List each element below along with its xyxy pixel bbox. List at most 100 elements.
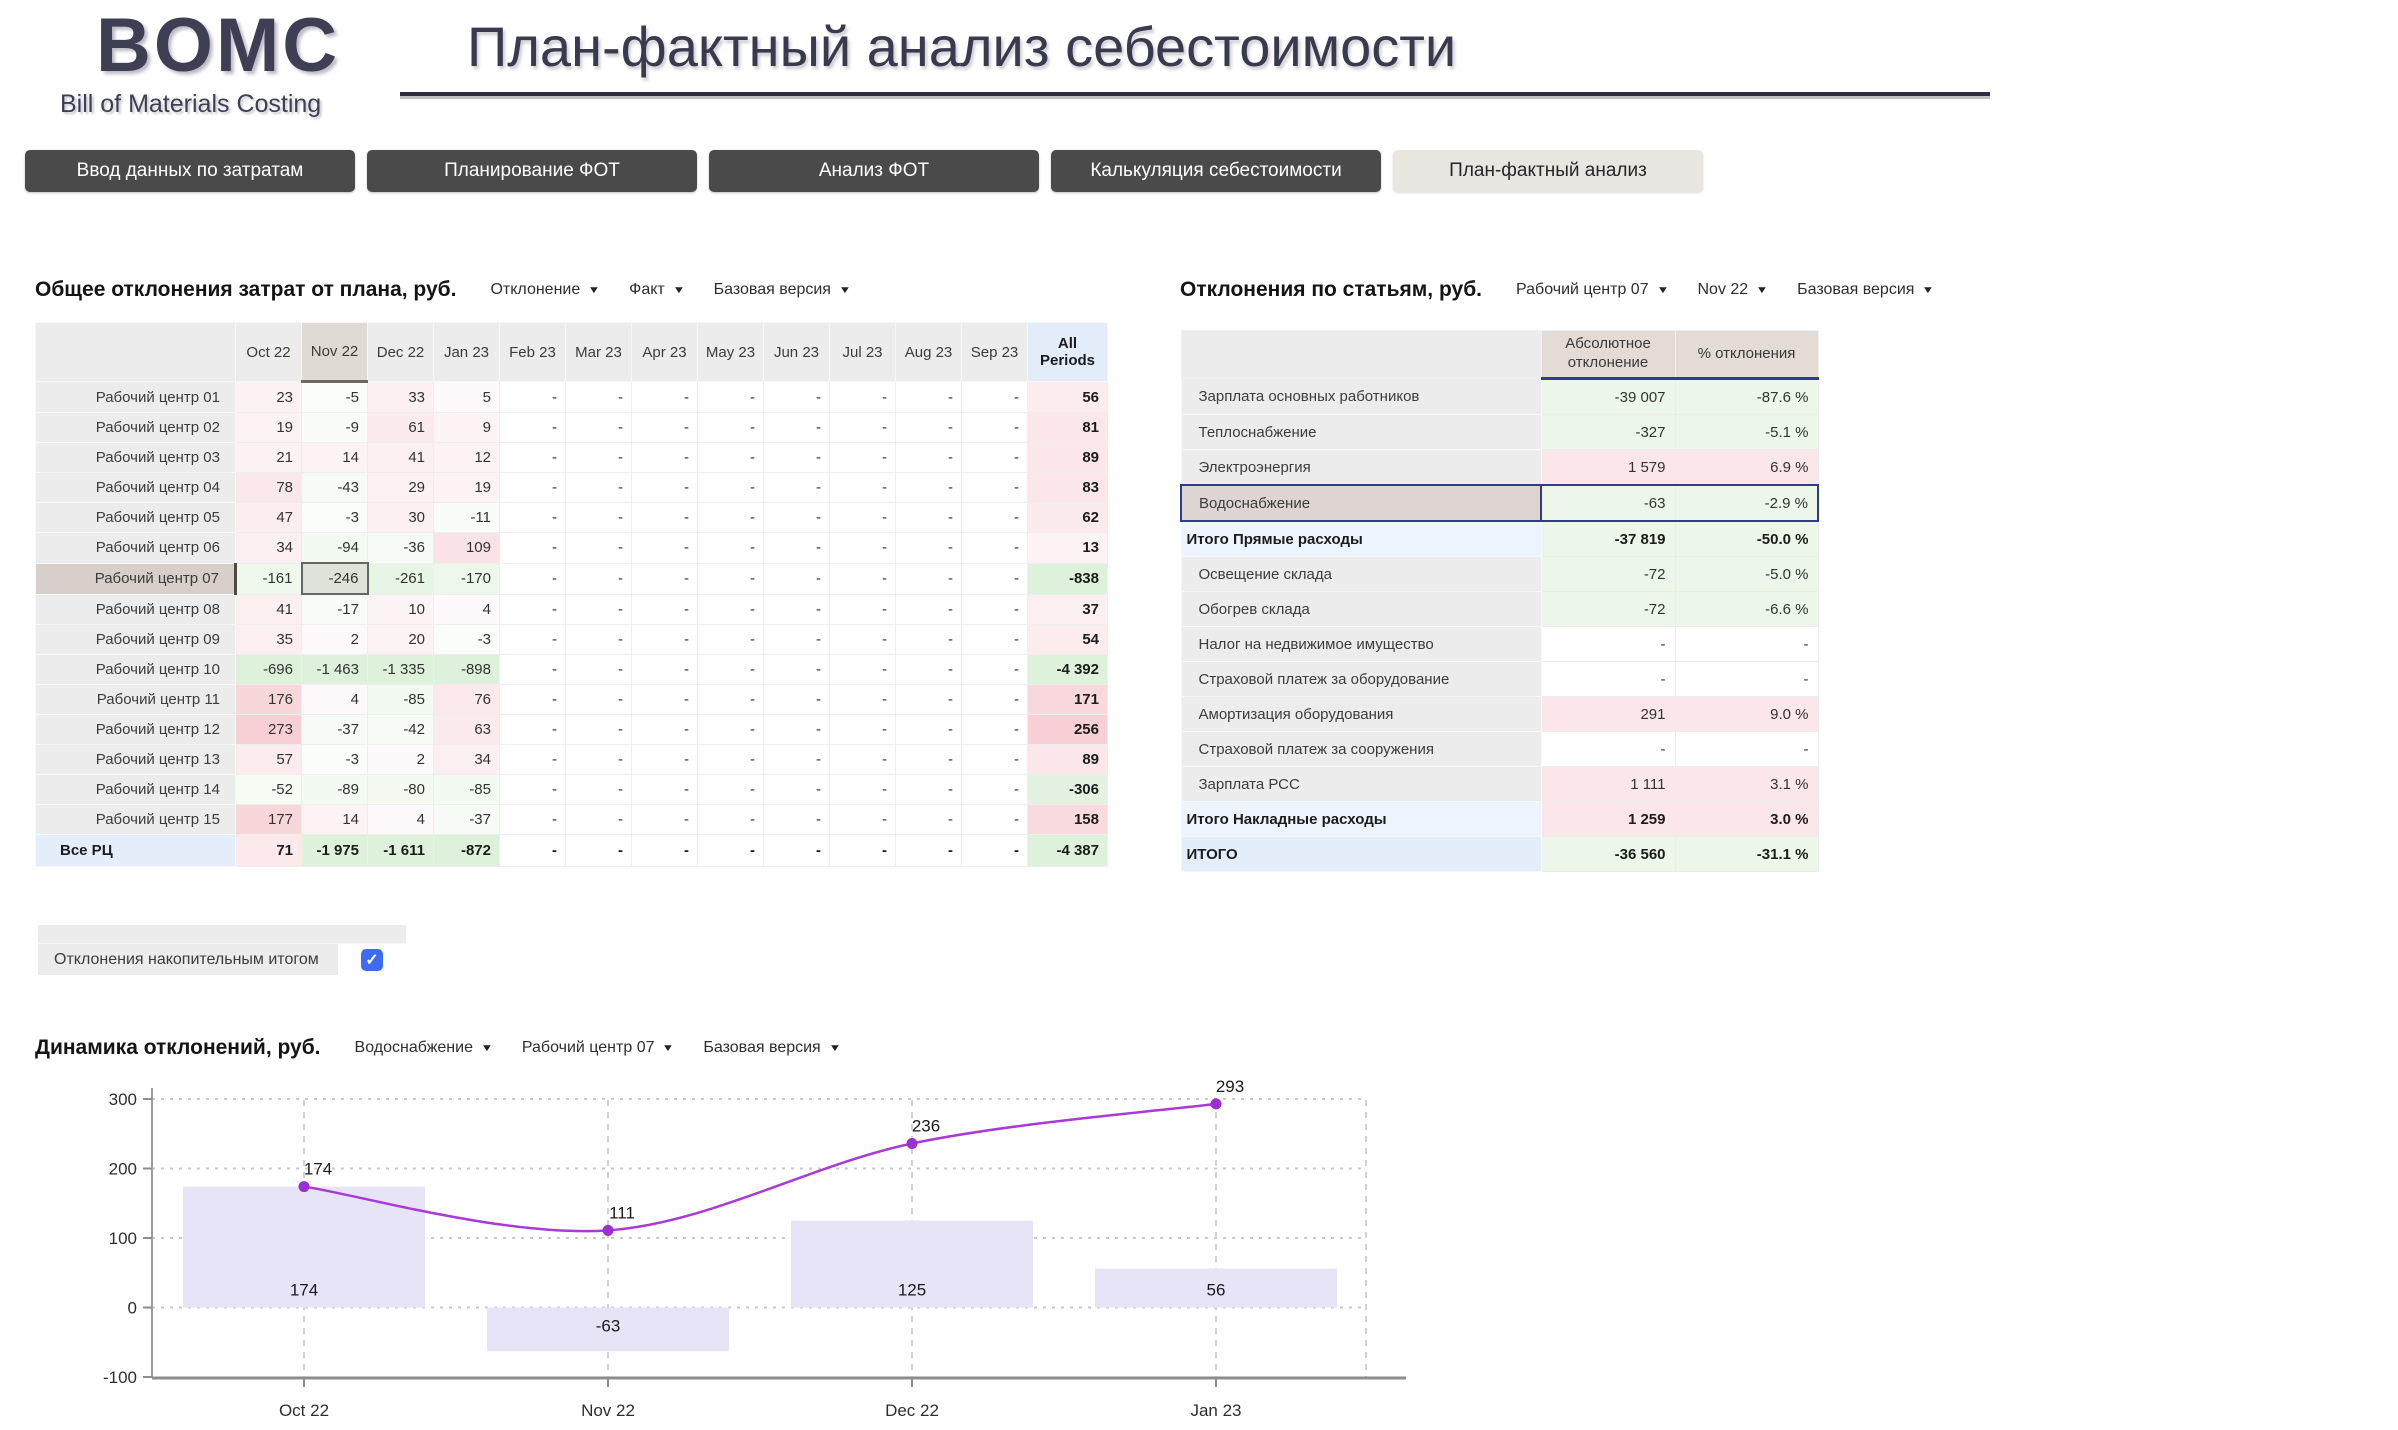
chart-bar-dec-22[interactable] <box>791 1220 1033 1308</box>
cell-aug-23[interactable]: - <box>895 562 962 595</box>
cell-aug-23[interactable]: - <box>895 744 962 775</box>
cell-absolute-deviation[interactable]: - <box>1540 626 1676 662</box>
cell-apr-23[interactable]: - <box>631 472 698 503</box>
cell-oct-22[interactable]: 177 <box>235 804 302 835</box>
cell-oct-22[interactable]: 78 <box>235 472 302 503</box>
cell-may-23[interactable]: - <box>697 381 764 413</box>
cell-jan-23[interactable]: 12 <box>433 442 500 473</box>
row-label[interactable]: Рабочий центр 10 <box>35 654 236 685</box>
cell-all-periods[interactable]: -838 <box>1027 562 1108 595</box>
cell-all-periods[interactable]: 54 <box>1027 624 1108 655</box>
cell-nov-22[interactable]: -17 <box>301 593 368 625</box>
cell-jul-23[interactable]: - <box>829 654 896 685</box>
cell-aug-23[interactable]: - <box>895 684 962 715</box>
cell-sep-23[interactable]: - <box>961 532 1028 564</box>
chart-filter-1[interactable]: Водоснабжение ▼ <box>355 1039 494 1057</box>
cell-feb-23[interactable]: - <box>499 804 566 835</box>
cell-apr-23[interactable]: - <box>631 412 698 443</box>
cell-aug-23[interactable]: - <box>895 502 962 533</box>
cell-all-periods[interactable]: -306 <box>1027 774 1108 805</box>
right-table-filter-1[interactable]: Рабочий центр 07 ▼ <box>1516 281 1669 299</box>
cell-sep-23[interactable]: - <box>961 744 1028 775</box>
cell-nov-22[interactable]: -246 <box>300 562 369 595</box>
cell-jun-23[interactable]: - <box>763 744 830 775</box>
cell-nov-22[interactable]: 14 <box>301 804 368 835</box>
row-label[interactable]: Зарплата РСС <box>1180 766 1542 802</box>
cell-all-periods[interactable]: 89 <box>1027 442 1108 473</box>
cell-all-periods[interactable]: 256 <box>1027 714 1108 745</box>
cell-percent-deviation[interactable]: 6.9 % <box>1674 449 1819 486</box>
cell-may-23[interactable]: - <box>697 472 764 503</box>
cell-feb-23[interactable]: - <box>499 714 566 745</box>
cell-sep-23[interactable]: - <box>961 654 1028 685</box>
cell-aug-23[interactable]: - <box>895 654 962 685</box>
right-table-filter-3[interactable]: Базовая версия ▼ <box>1797 281 1935 299</box>
cell-aug-23[interactable]: - <box>895 412 962 443</box>
cell-nov-22[interactable]: -3 <box>301 744 368 775</box>
cell-mar-23[interactable]: - <box>565 654 632 685</box>
row-label[interactable]: Рабочий центр 14 <box>35 774 236 805</box>
cell-mar-23[interactable]: - <box>565 412 632 443</box>
line-point-dec-22[interactable] <box>906 1137 918 1149</box>
cell-absolute-deviation[interactable]: 1 579 <box>1540 449 1676 486</box>
cell-jul-23[interactable]: - <box>829 562 896 595</box>
column-header-apr-23[interactable]: Apr 23 <box>631 322 698 382</box>
cell-feb-23[interactable]: - <box>499 532 566 564</box>
cell-feb-23[interactable]: - <box>499 744 566 775</box>
cell-nov-22[interactable]: -89 <box>301 774 368 805</box>
cell-sep-23[interactable]: - <box>961 412 1028 443</box>
cell-percent-deviation[interactable]: - <box>1674 661 1819 697</box>
cell-aug-23[interactable]: - <box>895 442 962 473</box>
row-label[interactable]: Рабочий центр 12 <box>35 714 236 745</box>
cell-feb-23[interactable]: - <box>499 502 566 533</box>
cell-jan-23[interactable]: 63 <box>433 714 500 745</box>
cell-jan-23[interactable]: 76 <box>433 684 500 715</box>
cell-jul-23[interactable]: - <box>829 532 896 564</box>
cell-jan-23[interactable]: -11 <box>433 502 500 533</box>
cell-feb-23[interactable]: - <box>499 654 566 685</box>
cumulative-checkbox[interactable]: ✓ <box>361 948 383 971</box>
cell-percent-deviation[interactable]: 3.1 % <box>1674 766 1819 802</box>
cell-jul-23[interactable]: - <box>829 804 896 835</box>
cell-may-23[interactable]: - <box>697 502 764 533</box>
row-label[interactable]: Рабочий центр 15 <box>35 804 236 835</box>
cell-feb-23[interactable]: - <box>499 774 566 805</box>
cell-mar-23[interactable]: - <box>565 593 632 625</box>
cell-nov-22[interactable]: -1 463 <box>301 654 368 685</box>
cell-jan-23[interactable]: -37 <box>433 804 500 835</box>
cell-jan-23[interactable]: 34 <box>433 744 500 775</box>
column-header-mar-23[interactable]: Mar 23 <box>565 322 632 382</box>
cell-percent-deviation[interactable]: -5.0 % <box>1674 556 1819 592</box>
cell-apr-23[interactable]: - <box>631 442 698 473</box>
cell-aug-23[interactable]: - <box>895 714 962 745</box>
cell-nov-22[interactable]: -37 <box>301 714 368 745</box>
cell-dec-22[interactable]: 2 <box>367 744 434 775</box>
row-label[interactable]: Рабочий центр 06 <box>35 532 236 564</box>
column-header-all-periods[interactable]: All Periods <box>1027 322 1108 382</box>
cell-all-periods[interactable]: 158 <box>1027 804 1108 835</box>
cell-all-periods[interactable]: 89 <box>1027 744 1108 775</box>
row-label[interactable]: Рабочий центр 07 <box>35 562 237 595</box>
column-header-dec-22[interactable]: Dec 22 <box>367 322 434 382</box>
cell-absolute-deviation[interactable]: 1 111 <box>1540 766 1676 802</box>
column-header-percent-deviation[interactable]: % отклонения <box>1674 330 1819 380</box>
cell-mar-23[interactable]: - <box>565 624 632 655</box>
cell-feb-23[interactable]: - <box>499 412 566 443</box>
cell-may-23[interactable]: - <box>697 744 764 775</box>
nav-tab-5[interactable]: План-фактный анализ <box>1393 150 1703 192</box>
cell-jul-23[interactable]: - <box>829 502 896 533</box>
cell-percent-deviation[interactable]: -87.6 % <box>1674 378 1819 415</box>
cell-mar-23[interactable]: - <box>565 774 632 805</box>
cell-jun-23[interactable]: - <box>763 472 830 503</box>
cell-jun-23[interactable]: - <box>763 804 830 835</box>
cell-nov-22[interactable]: -43 <box>301 472 368 503</box>
cell-feb-23[interactable]: - <box>499 381 566 413</box>
row-label[interactable]: Рабочий центр 05 <box>35 502 236 533</box>
cell-absolute-deviation[interactable]: -72 <box>1540 556 1676 592</box>
line-point-nov-22[interactable] <box>602 1224 614 1236</box>
cell-jun-23[interactable]: - <box>763 593 830 625</box>
row-label[interactable]: Рабочий центр 09 <box>35 624 236 655</box>
cell-nov-22[interactable]: 4 <box>301 684 368 715</box>
cell-apr-23[interactable]: - <box>631 744 698 775</box>
row-label[interactable]: Страховой платеж за сооружения <box>1180 731 1542 767</box>
